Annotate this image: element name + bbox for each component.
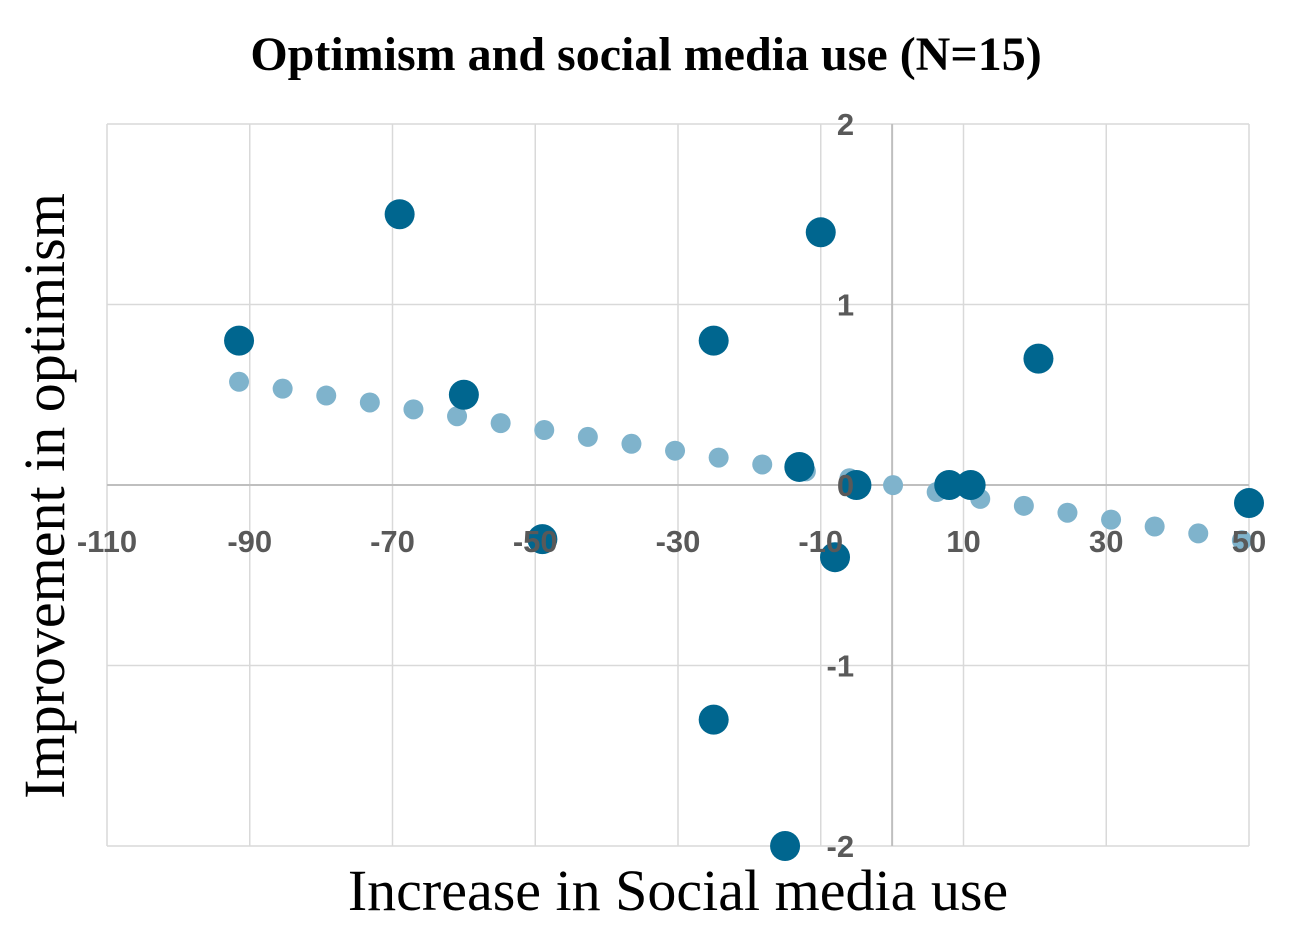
x-tick-label: -110 — [77, 524, 137, 559]
trendline-dot — [403, 399, 424, 420]
chart-title: Optimism and social media use (N=15) — [250, 28, 1041, 81]
trendline-dot — [665, 440, 686, 461]
x-tick-label: -90 — [227, 524, 272, 559]
x-tick-label: -70 — [370, 524, 415, 559]
data-point — [934, 470, 965, 500]
trendline-dot — [577, 426, 598, 447]
y-tick-label: 0 — [837, 468, 854, 503]
trendline-dot — [621, 433, 642, 454]
trendline-dot — [1013, 495, 1034, 516]
trendline-dot — [1231, 530, 1252, 551]
data-point — [1234, 488, 1264, 519]
data-point — [527, 524, 558, 555]
y-tick-label: -1 — [827, 649, 855, 684]
y-tick-label: 2 — [837, 107, 854, 142]
trendline-dot — [1057, 502, 1078, 523]
data-point — [805, 217, 836, 248]
y-axis-title: Improvement in optimism — [12, 193, 77, 799]
trendline-dot — [1101, 509, 1122, 530]
data-point — [224, 325, 255, 356]
data-point — [384, 199, 415, 230]
x-tick-label: -50 — [513, 524, 558, 559]
data-point — [698, 704, 729, 735]
data-point — [698, 325, 729, 356]
y-tick-label: 1 — [837, 288, 854, 323]
trendline-dot — [490, 413, 511, 434]
trendline-dot — [359, 392, 380, 413]
x-tick-label: -30 — [656, 524, 701, 559]
trendline-dot — [229, 371, 250, 392]
data-point — [841, 470, 872, 500]
trendline-dot — [883, 475, 904, 496]
data-point — [448, 379, 479, 410]
x-tick-label: 10 — [946, 524, 980, 559]
x-tick-label: 30 — [1089, 524, 1123, 559]
trendline-dot — [534, 420, 555, 441]
trendline-dot — [316, 385, 337, 406]
trendline-dot — [708, 447, 729, 468]
data-point — [955, 470, 986, 500]
x-tick-label: -10 — [798, 524, 843, 559]
trendline-dot — [752, 454, 773, 475]
trendline-dot — [1188, 523, 1209, 544]
trendline-dot — [272, 378, 293, 399]
x-tick-label: 50 — [1232, 524, 1266, 559]
y-tick-label: -2 — [827, 829, 855, 864]
data-point — [820, 542, 851, 573]
x-axis-title: Increase in Social media use — [348, 858, 1008, 923]
data-point — [1023, 343, 1054, 374]
data-points — [224, 199, 1264, 861]
trendline-dot — [1144, 516, 1165, 537]
trendline-dot — [447, 406, 468, 427]
data-point — [770, 831, 801, 861]
data-point — [784, 451, 815, 482]
